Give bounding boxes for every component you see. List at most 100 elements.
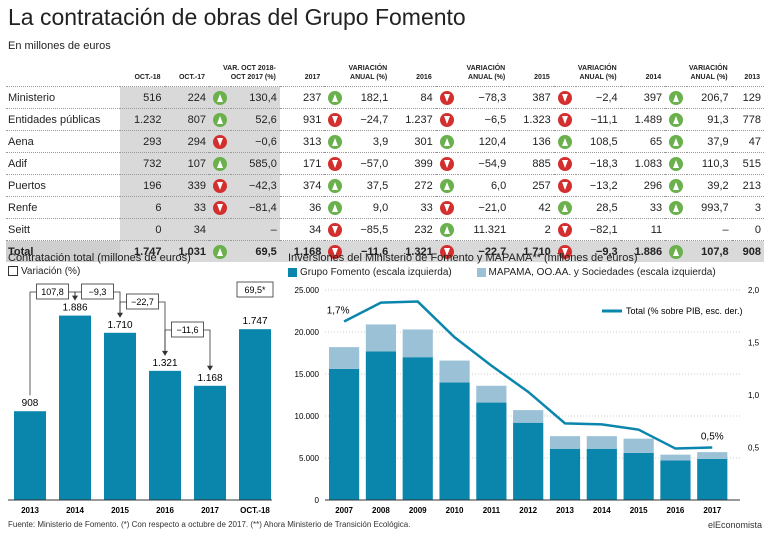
- variation-box: [171, 321, 204, 338]
- bar-mapama: [697, 452, 728, 459]
- source-note: Fuente: Ministerio de Fomento. (*) Con r…: [8, 520, 411, 529]
- row-label: Adif: [8, 157, 27, 170]
- bar: [104, 332, 136, 500]
- table-row: Renfe 6 33 −81,4 36 9,0 33 −21,0 42 28,5 33 993,7 3: [6, 196, 764, 219]
- table-row: Entidades públicas 1.232 807 52,6 931 −24,7 1.…: [6, 108, 764, 131]
- y-tick-label: 10.000: [295, 412, 320, 421]
- chart2-title: Inversiones del Ministerio de Fomento y …: [288, 252, 638, 264]
- x-tick-label: OCT.-18: [240, 506, 270, 515]
- table-cell: 3: [754, 201, 761, 214]
- arrow-down-icon: [439, 112, 454, 127]
- table-cell: 1.710: [509, 240, 554, 262]
- table-cell: 313: [302, 135, 322, 148]
- line-start-label: 1,7%: [327, 306, 350, 317]
- table-cell: 42: [538, 201, 551, 214]
- x-tick-label: 2008: [372, 506, 390, 515]
- table-cell: −6,5: [484, 113, 507, 126]
- table-cell: 182,1: [360, 91, 389, 104]
- table-cell: 69,5: [231, 240, 280, 262]
- col-header: 2015: [534, 74, 550, 81]
- table-cell: 1.747: [120, 240, 165, 262]
- trend-cell: [665, 131, 687, 153]
- table-cell: −57,0: [360, 157, 389, 170]
- arrow-down-icon: [213, 134, 227, 149]
- table-corner: [6, 60, 120, 87]
- table-cell: 108,5: [590, 135, 618, 148]
- table-cell: 36: [309, 201, 322, 214]
- trend-cell: [209, 218, 231, 241]
- table-cell: 11.321: [473, 223, 507, 236]
- col-header: OCT.-18: [134, 74, 161, 81]
- arrow-down-icon: [328, 222, 343, 237]
- trend-cell: [554, 87, 576, 109]
- table-cell: 732: [120, 152, 165, 175]
- bar: [149, 370, 181, 500]
- arrow-up-icon: [669, 112, 684, 127]
- table-cell: 37,5: [366, 179, 389, 192]
- trend-cell: [436, 197, 458, 219]
- trend-cell: [436, 87, 458, 109]
- arrow-down-icon: [439, 200, 454, 215]
- legend-label-fomento: Grupo Fomento (escala izquierda): [300, 267, 452, 278]
- table-cell: 6: [120, 196, 165, 219]
- table-cell: −22,7: [457, 240, 510, 262]
- table-cell: 237: [302, 91, 322, 104]
- col-header: OCT.-17: [178, 74, 205, 81]
- table-cell: 107,8: [687, 240, 732, 262]
- y2-tick-label: 0,5: [748, 444, 760, 453]
- table-cell: −82,1: [589, 223, 618, 236]
- col-header: VARIACIÓN ANUAL (%): [466, 65, 506, 81]
- y-tick-label: 0: [315, 496, 320, 505]
- trend-cell: [554, 219, 576, 241]
- table-cell: 171: [302, 157, 322, 170]
- table-cell: −78,3: [478, 91, 507, 104]
- arrow-down-icon: [557, 156, 572, 171]
- legend-line-label: Total (% sobre PIB, esc. der.): [626, 306, 743, 316]
- table-cell: 1.168: [279, 240, 325, 262]
- table-total-row: Total 1.747 1.031 69,5 1.168 −11,6 1.321 −22,7 1…: [6, 240, 764, 262]
- bar-fomento: [660, 460, 691, 500]
- table-cell: 1.031: [164, 240, 209, 262]
- table-cell: 516: [120, 86, 165, 109]
- table-cell: 39,2: [707, 179, 729, 192]
- y-tick-label: 15.000: [295, 370, 320, 379]
- col-header: 2014: [645, 74, 662, 81]
- bar-mapama: [365, 324, 397, 352]
- table-cell: 224: [164, 86, 209, 109]
- chart1-title: Contratación total (millones de euros): [8, 252, 191, 264]
- arrow-up-icon: [328, 200, 343, 215]
- bar-fomento: [365, 351, 397, 500]
- y-tick-label: 20.000: [295, 328, 320, 337]
- bar-fomento: [586, 448, 617, 500]
- table-cell: 11: [650, 223, 663, 236]
- trend-cell: [436, 131, 458, 153]
- col-header: VARIACIÓN ANUAL (%): [688, 65, 728, 81]
- table-cell: 585,0: [231, 152, 280, 175]
- x-tick-label: 2017: [703, 506, 721, 515]
- table-cell: 515: [742, 157, 761, 170]
- table-cell: 339: [164, 174, 209, 197]
- arrow-down-icon: [557, 112, 572, 127]
- trend-cell: [324, 219, 346, 241]
- x-tick-label: 2017: [201, 506, 219, 515]
- trend-cell: [209, 108, 231, 131]
- trend-cell: [436, 219, 458, 241]
- trend-cell: [436, 175, 458, 197]
- trend-cell: [209, 130, 231, 153]
- investment-stacked-bar-chart: 0 5.000 10.000 15.000 20.000 25.000 0,5 1,0 1,5 2…: [295, 286, 760, 515]
- table-cell: −9,3: [575, 240, 621, 262]
- table-cell: 33: [649, 201, 663, 214]
- table-cell: 294: [164, 130, 209, 153]
- bar-mapama: [476, 385, 507, 403]
- arrow-up-icon: [439, 178, 454, 193]
- x-tick-label: 2007: [335, 506, 353, 515]
- table-header-row: OCT.-18 OCT.-17 VAR. OCT 2018- OCT 2017 …: [6, 60, 764, 87]
- bar-mapama: [549, 436, 581, 449]
- bar-value-label: 1.886: [62, 303, 87, 314]
- arrow-down-icon: [557, 244, 572, 259]
- col-header: VAR. OCT 2018- OCT 2017 (%): [223, 65, 276, 81]
- legend-swatch-mapama: [476, 267, 486, 277]
- table-cell: 387: [532, 91, 551, 104]
- x-tick-label: 2016: [156, 506, 174, 515]
- variation-box: [36, 283, 69, 300]
